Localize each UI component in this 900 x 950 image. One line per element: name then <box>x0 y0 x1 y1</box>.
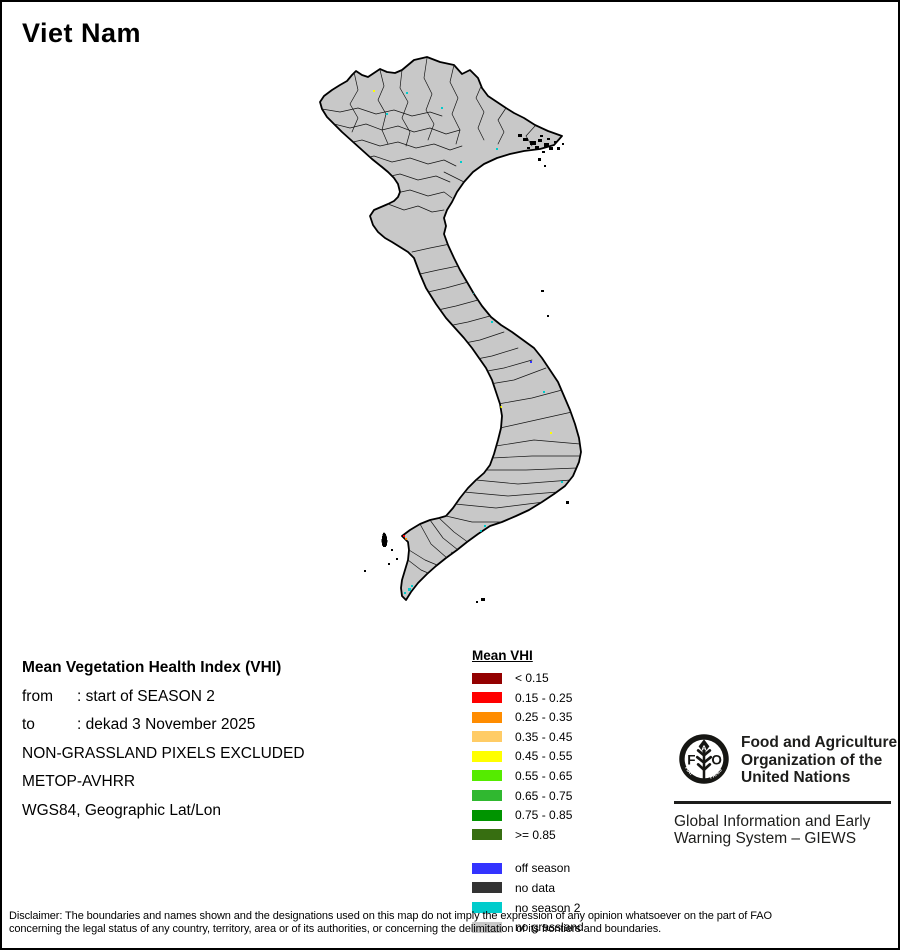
from-line: from : start of SEASON 2 <box>22 683 305 712</box>
legend-item: no data <box>472 881 584 895</box>
legend-item-label: 0.15 - 0.25 <box>515 690 573 705</box>
legend-item: 0.55 - 0.65 <box>472 769 584 783</box>
giews-line: Global Information and Early <box>674 813 871 830</box>
legend-item: off season <box>472 861 584 875</box>
vietnam-map <box>319 56 582 603</box>
legend-swatch <box>472 770 502 782</box>
legend-swatch <box>472 672 502 684</box>
legend-item-label: 0.75 - 0.85 <box>515 808 573 823</box>
legend-swatch <box>472 921 502 933</box>
legend-item: 0.75 - 0.85 <box>472 808 584 822</box>
legend-spacer <box>472 847 584 861</box>
legend-swatch <box>472 829 502 841</box>
country-landmass <box>319 56 582 601</box>
legend-item: < 0.15 <box>472 671 584 685</box>
fao-org-name: Food and Agriculture Organization of the… <box>741 734 897 787</box>
vhi-mid-pixels <box>373 90 552 434</box>
legend-swatch <box>472 790 502 802</box>
legend-item: no season 2 <box>472 901 584 915</box>
to-label: to <box>22 716 35 734</box>
legend-swatch <box>472 750 502 762</box>
fao-letter-f: F <box>687 752 695 767</box>
fao-letter-o: O <box>711 752 722 767</box>
legend-item-label: off season <box>515 861 571 876</box>
from-label: from <box>22 687 53 705</box>
disclaimer-line-1: Disclaimer: The boundaries and names sho… <box>9 910 772 922</box>
legend-item-label: no season 2 <box>515 900 581 915</box>
islands <box>364 134 569 603</box>
note-non-grassland: NON-GRASSLAND PIXELS EXCLUDED <box>22 744 305 762</box>
legend-item-label: 0.35 - 0.45 <box>515 729 573 744</box>
legend-swatch <box>472 902 502 914</box>
legend-item-label: >= 0.85 <box>515 827 556 842</box>
legend-item-label: 0.55 - 0.65 <box>515 768 573 783</box>
vhi-high-pixels <box>468 213 475 221</box>
fao-org-line: United Nations <box>741 769 851 787</box>
legend-item-label: < 0.15 <box>515 671 549 685</box>
giews-line: Warning System – GIEWS <box>674 829 857 847</box>
legend-item: no grassland <box>472 920 584 934</box>
fao-logo: F O A FIAT PANIS <box>679 734 729 784</box>
giews-name: Global Information and Early Warning Sys… <box>674 813 871 847</box>
legend-swatch <box>472 882 502 894</box>
province-boundaries <box>321 57 581 576</box>
legend-item-label: 0.25 - 0.35 <box>515 710 573 725</box>
disclaimer-line-2: concerning the legal status of any count… <box>9 923 662 935</box>
disclaimer: Disclaimer: The boundaries and names sho… <box>9 910 893 936</box>
phu-quoc-island <box>381 532 388 548</box>
from-value: : start of SEASON 2 <box>77 687 215 705</box>
note-sensor: METOP-AVHRR <box>22 773 136 791</box>
legend-swatch <box>472 711 502 723</box>
wheat-ear-icon <box>695 739 713 779</box>
page-title: Viet Nam <box>22 18 142 48</box>
legend-item: 0.65 - 0.75 <box>472 789 584 803</box>
fao-motto-fiat: FIAT <box>683 766 694 778</box>
legend: Mean VHI < 0.15 0.15 - 0.25 0.25 - 0.35 … <box>472 648 584 940</box>
vhi-heading: Mean Vegetation Health Index (VHI) <box>22 659 282 676</box>
to-line: to : dekad 3 November 2025 <box>22 711 305 740</box>
legend-swatch <box>472 692 502 704</box>
note-projection: WGS84, Geographic Lat/Lon <box>22 801 222 819</box>
map-parameters-block: Mean Vegetation Health Index (VHI) from:… <box>22 654 305 826</box>
brand-divider <box>674 801 891 804</box>
legend-item: 0.45 - 0.55 <box>472 749 584 763</box>
to-value: : dekad 3 November 2025 <box>77 716 256 734</box>
legend-title: Mean VHI <box>472 648 533 663</box>
fao-org-line: Food and Agriculture <box>741 734 898 751</box>
legend-item-label: no data <box>515 880 556 895</box>
legend-item-label: no grassland <box>515 920 584 935</box>
fao-letter-a: A <box>701 743 707 752</box>
legend-item: >= 0.85 <box>472 828 584 842</box>
legend-item: 0.35 - 0.45 <box>472 730 584 744</box>
legend-item-label: 0.45 - 0.55 <box>515 749 573 764</box>
legend-item: 0.25 - 0.35 <box>472 710 584 724</box>
legend-swatch <box>472 731 502 743</box>
fao-org-line: Organization of the <box>741 751 883 769</box>
legend-swatch <box>472 862 502 874</box>
legend-swatch <box>472 809 502 821</box>
legend-item-label: 0.65 - 0.75 <box>515 788 573 803</box>
legend-item: 0.15 - 0.25 <box>472 691 584 705</box>
